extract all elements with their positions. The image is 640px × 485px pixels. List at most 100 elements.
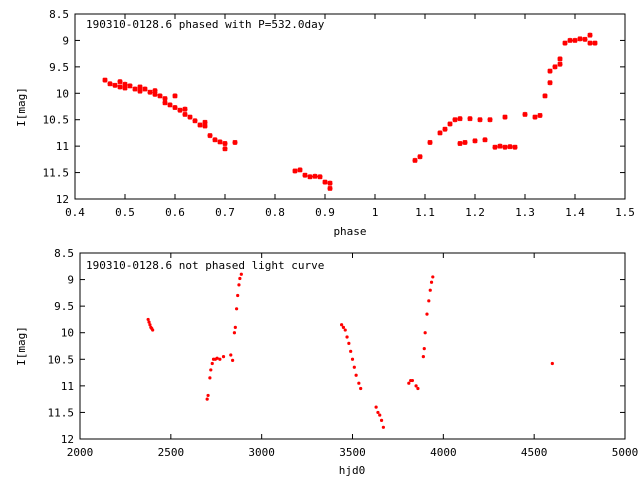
unphased-data-point bbox=[354, 373, 358, 377]
phased-data-point bbox=[132, 86, 138, 92]
unphased-data-point bbox=[206, 393, 210, 398]
unphased-x-tick-label: 4500 bbox=[521, 446, 548, 459]
phased-data-point bbox=[222, 140, 228, 147]
unphased-y-tick-label: 11 bbox=[61, 380, 74, 393]
phased-x-tick-label: 1.3 bbox=[515, 206, 535, 219]
phased-data-point bbox=[102, 77, 108, 83]
unphased-x-axis-label: hjd0 bbox=[339, 464, 366, 477]
phased-data-point bbox=[127, 83, 133, 89]
phased-data-point bbox=[162, 100, 168, 106]
phased-data-point bbox=[182, 106, 188, 112]
phased-data-point bbox=[197, 122, 203, 128]
phased-data-point bbox=[312, 173, 318, 179]
unphased-data-point bbox=[215, 356, 219, 360]
phased-y-tick-label: 11 bbox=[56, 140, 69, 153]
unphased-y-tick-label: 8.5 bbox=[54, 247, 74, 260]
unphased-data-point bbox=[349, 349, 353, 353]
phased-data-point bbox=[502, 144, 508, 150]
phased-y-axis-label: I[mag] bbox=[15, 87, 28, 127]
phased-data-point bbox=[207, 133, 213, 139]
phased-data-point bbox=[417, 154, 423, 160]
unphased-data-point bbox=[378, 413, 382, 417]
unphased-x-tick-label: 5000 bbox=[612, 446, 639, 459]
phased-data-point bbox=[522, 111, 528, 117]
unphased-data-point bbox=[345, 335, 349, 339]
unphased-data-point bbox=[237, 283, 241, 287]
phased-data-point bbox=[142, 86, 148, 92]
phased-data-point bbox=[512, 144, 518, 150]
unphased-y-tick-label: 11.5 bbox=[48, 406, 75, 419]
unphased-data-point bbox=[146, 317, 150, 322]
phased-data-point bbox=[217, 139, 223, 145]
phased-data-point bbox=[222, 146, 228, 152]
phased-data-point bbox=[572, 37, 578, 43]
unphased-data-point bbox=[236, 293, 240, 298]
phased-data-point bbox=[297, 167, 303, 173]
unphased-data-points bbox=[146, 272, 554, 429]
phased-data-point bbox=[307, 174, 313, 180]
phased-x-tick-label: 1.5 bbox=[615, 206, 635, 219]
phased-data-point bbox=[587, 32, 593, 38]
unphased-data-point bbox=[431, 275, 435, 279]
phased-data-point bbox=[457, 140, 463, 147]
phased-data-point bbox=[177, 107, 183, 113]
unphased-data-point bbox=[381, 425, 385, 429]
phased-data-point bbox=[582, 36, 588, 42]
unphased-data-point bbox=[350, 357, 355, 361]
phased-data-point bbox=[457, 116, 463, 122]
phased-data-points bbox=[102, 32, 598, 191]
phased-data-point bbox=[547, 68, 553, 74]
phased-data-point bbox=[232, 139, 238, 146]
unphased-data-point bbox=[148, 323, 152, 327]
phased-data-point bbox=[412, 157, 418, 163]
phased-data-point bbox=[552, 64, 558, 70]
phased-chart-title: 190310-0128.6 phased with P=532.0day bbox=[86, 18, 325, 31]
unphased-chart-title: 190310-0128.6 not phased light curve bbox=[86, 259, 324, 272]
phased-data-point bbox=[577, 36, 583, 42]
unphased-data-point bbox=[239, 272, 243, 276]
phased-data-point bbox=[317, 174, 323, 180]
unphased-data-point bbox=[414, 384, 418, 388]
phased-data-point bbox=[152, 88, 158, 94]
phased-data-point bbox=[157, 93, 163, 99]
unphased-data-point bbox=[429, 280, 434, 284]
phased-data-point bbox=[507, 144, 513, 150]
unphased-data-point bbox=[550, 361, 554, 366]
unphased-y-axis-label: I[mag] bbox=[15, 326, 28, 366]
phased-data-point bbox=[492, 144, 498, 150]
unphased-data-point bbox=[357, 381, 361, 385]
phased-data-point bbox=[482, 137, 488, 143]
phased-data-point bbox=[182, 111, 188, 117]
unphased-data-point bbox=[428, 288, 432, 292]
phased-x-tick-label: 1 bbox=[372, 206, 379, 219]
phased-y-tick-label: 9 bbox=[62, 34, 69, 47]
phased-y-tick-label: 9.5 bbox=[49, 61, 69, 74]
phased-data-point bbox=[117, 84, 123, 90]
unphased-data-point bbox=[234, 307, 239, 311]
phased-data-point bbox=[172, 104, 178, 111]
phased-data-point bbox=[292, 168, 298, 174]
phased-x-tick-label: 0.9 bbox=[315, 206, 335, 219]
phased-x-tick-label: 0.8 bbox=[265, 206, 285, 219]
unphased-data-point bbox=[229, 353, 233, 357]
phased-data-point bbox=[502, 114, 508, 120]
unphased-data-point bbox=[205, 397, 209, 401]
unphased-data-point bbox=[218, 357, 222, 361]
phased-x-tick-label: 0.4 bbox=[65, 206, 85, 219]
phased-data-point bbox=[202, 123, 208, 129]
unphased-y-tick-label: 10.5 bbox=[48, 353, 75, 366]
phased-data-point bbox=[587, 40, 593, 46]
phased-y-tick-label: 11.5 bbox=[43, 167, 70, 180]
unphased-data-point bbox=[231, 358, 235, 362]
phased-data-point bbox=[542, 93, 548, 99]
unphased-data-point bbox=[208, 376, 212, 380]
unphased-data-point bbox=[416, 386, 420, 391]
phased-data-point bbox=[107, 81, 113, 87]
phased-x-tick-label: 0.5 bbox=[115, 206, 135, 219]
unphased-panel: 190310-0128.6 not phased light curve hjd… bbox=[15, 247, 638, 477]
unphased-x-tick-label: 2500 bbox=[158, 446, 185, 459]
phased-data-point bbox=[462, 139, 468, 146]
phased-data-point bbox=[567, 37, 573, 43]
phased-data-point bbox=[322, 179, 328, 185]
